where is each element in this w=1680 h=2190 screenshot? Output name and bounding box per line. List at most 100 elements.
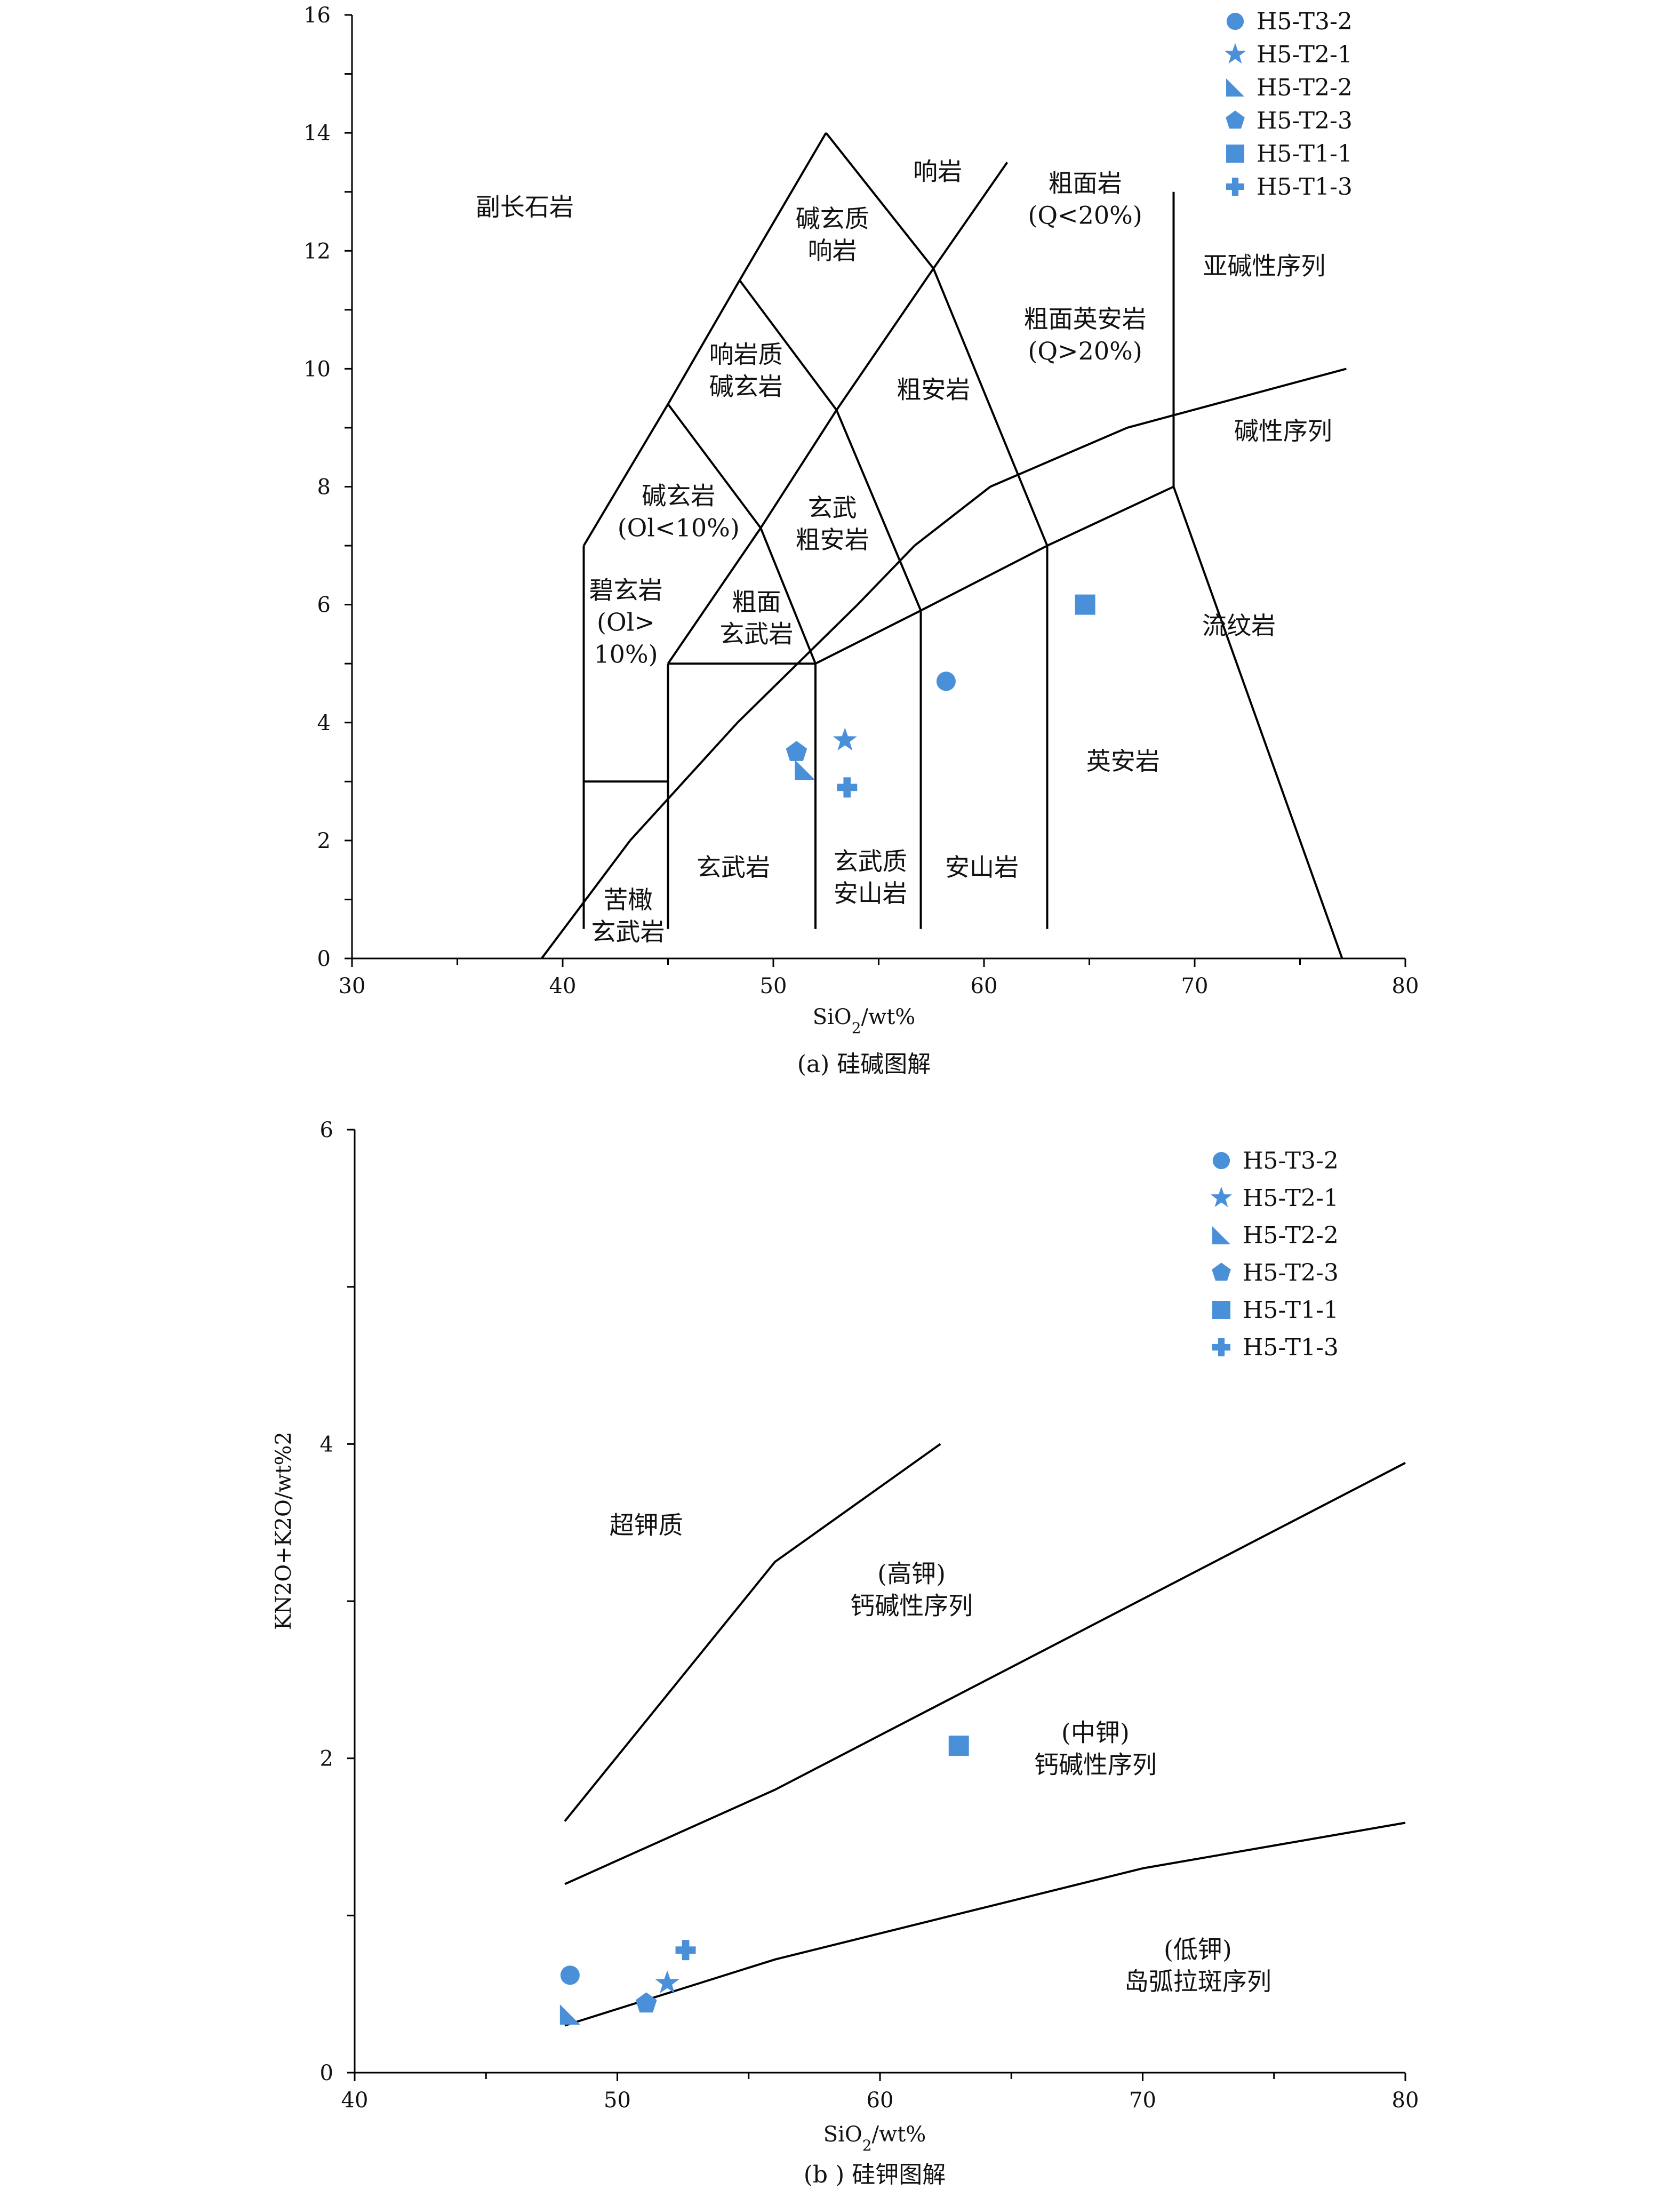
circle-icon — [1212, 1152, 1230, 1170]
legend-label: H5-T2-2 — [1243, 1222, 1339, 1249]
x-tick-label: 60 — [867, 2088, 894, 2113]
x-tick-label: 70 — [1181, 974, 1209, 998]
data-point — [833, 728, 857, 751]
region-label: 超钾质 — [610, 1510, 683, 1539]
data-point — [559, 2004, 580, 2025]
square-icon — [1226, 145, 1244, 163]
region-label: 碱玄质响岩 — [796, 204, 869, 265]
square-icon — [948, 1736, 969, 1756]
region-label: 流纹岩 — [1202, 611, 1276, 640]
pentagon-icon — [635, 1992, 657, 2013]
boundary-line — [759, 527, 817, 664]
k2o-region-labels: 超钾质 (高钾)钙碱性序列 (中钾)钙碱性序列 (低钾)岛弧拉斑序列 — [610, 1510, 1271, 1996]
star-icon — [1224, 43, 1246, 64]
legend-marker — [1226, 178, 1244, 196]
region-label: 粗面岩(Q<20%) — [1028, 169, 1142, 230]
legend-item: H5-T2-3 — [1226, 107, 1353, 134]
star-icon — [1210, 1186, 1233, 1208]
boundary-line — [582, 403, 669, 547]
boundary-line — [667, 279, 741, 405]
boundary-line — [564, 1821, 1406, 2027]
tas-caption: (a) 硅碱图解 — [797, 1051, 931, 1078]
legend-marker — [1212, 1152, 1230, 1170]
legend-label: H5-T2-3 — [1257, 107, 1353, 134]
legend-label: H5-T1-3 — [1257, 173, 1353, 201]
boundary-line — [1172, 486, 1343, 959]
boundary-line — [835, 268, 934, 411]
y-tick-label: 12 — [303, 239, 331, 263]
data-point — [837, 777, 858, 798]
boundary-line — [1127, 367, 1347, 429]
k2o-chart: 40 50 60 70 80 0 2 4 6 超钾质 (高钾)钙碱性序列 (中钾)钙碱性序列 (低钾)… — [271, 1118, 1419, 2188]
region-label: 副长石岩 — [476, 193, 574, 221]
x-tick-label: 80 — [1392, 2088, 1419, 2113]
data-point — [1075, 594, 1095, 615]
boundary-line — [932, 162, 1009, 269]
y-tick-label: 0 — [317, 947, 331, 971]
boundary-line — [540, 840, 631, 960]
y-tick-label: 2 — [320, 1747, 333, 1771]
y-tick-label: 6 — [320, 1118, 333, 1142]
boundary-line — [739, 279, 838, 411]
legend-label: H5-T3-2 — [1257, 8, 1353, 35]
triangle-icon — [795, 760, 815, 780]
region-label: 响岩质碱玄岩 — [709, 340, 783, 401]
k2o-data-points — [559, 1736, 969, 2025]
legend-marker — [1226, 145, 1244, 163]
data-point — [560, 1965, 580, 1985]
y-tick-label: 4 — [320, 1432, 333, 1457]
legend-label: H5-T2-1 — [1243, 1185, 1339, 1212]
x-tick-label: 70 — [1129, 2088, 1156, 2113]
tas-legend: H5-T3-2 H5-T2-1 H5-T2-2 H5-T2-3 H5-T1-1 H5-T1… — [1224, 8, 1353, 201]
boundary-line — [564, 1461, 1406, 1885]
region-label: 粗面玄武岩 — [719, 588, 793, 649]
tas-data-points — [786, 594, 1095, 798]
legend-label: H5-T2-1 — [1257, 41, 1353, 68]
y-tick-label: 4 — [317, 711, 331, 736]
x-tick-label: 30 — [339, 974, 366, 998]
tas-x-axis-title: SiO2/wt% — [813, 1005, 916, 1037]
region-label: 苦橄玄武岩 — [591, 885, 665, 946]
boundary-line — [667, 403, 762, 529]
boundary-line — [564, 1443, 941, 1822]
legend-item: H5-T1-1 — [1226, 140, 1353, 167]
y-tick-label: 2 — [317, 829, 331, 853]
x-tick-label: 40 — [549, 974, 577, 998]
data-point — [936, 672, 956, 691]
legend-item: H5-T1-1 — [1212, 1297, 1339, 1324]
boundary-line — [737, 604, 859, 724]
region-label: 玄武质安山岩 — [834, 847, 907, 908]
region-label: (高钾)钙碱性序列 — [850, 1560, 973, 1620]
region-label: 粗安岩 — [897, 375, 970, 404]
legend-item: H5-T2-3 — [1212, 1259, 1339, 1286]
k2o-tick-labels: 40 50 60 70 80 0 2 4 6 — [320, 1118, 1419, 2113]
legend-item: H5-T1-3 — [1212, 1334, 1339, 1361]
data-point — [948, 1736, 969, 1756]
region-label: 亚碱性序列 — [1203, 251, 1325, 280]
k2o-x-axis-title: SiO2/wt% — [823, 2122, 926, 2154]
x-tick-label: 50 — [604, 2088, 631, 2113]
boundary-line — [759, 409, 838, 529]
legend-item: H5-T2-1 — [1224, 41, 1353, 68]
x-tick-label: 40 — [341, 2088, 369, 2113]
region-label: 碱玄岩(Ol<10%) — [618, 482, 740, 542]
star-icon — [655, 1970, 679, 1994]
region-label: 玄武岩 — [697, 853, 770, 882]
square-icon — [1075, 594, 1095, 615]
region-label: 英安岩 — [1086, 747, 1160, 776]
boundary-line — [815, 609, 922, 665]
plus-icon-bar — [843, 777, 851, 798]
y-tick-label: 8 — [317, 475, 331, 500]
star-icon — [833, 728, 857, 751]
legend-label: H5-T3-2 — [1243, 1147, 1339, 1174]
y-tick-label: 10 — [303, 357, 331, 381]
y-tick-label: 16 — [303, 3, 331, 28]
region-label: 响岩 — [913, 157, 962, 186]
region-label: 粗面英安岩(Q>20%) — [1024, 305, 1147, 365]
boundary-line — [667, 527, 762, 665]
k2o-caption: (b ) 硅钾图解 — [804, 2161, 946, 2188]
plus-icon-bar — [1218, 1338, 1225, 1356]
circle-icon — [1226, 12, 1244, 30]
